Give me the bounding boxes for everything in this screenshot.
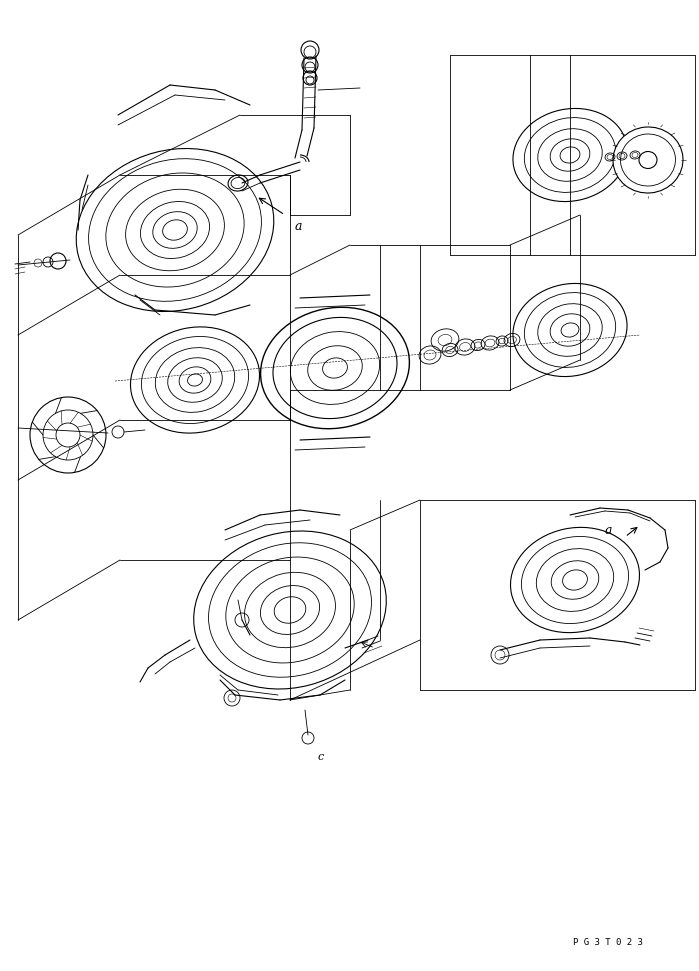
Text: a: a: [605, 523, 612, 537]
Text: c: c: [318, 752, 324, 762]
Ellipse shape: [613, 127, 683, 193]
Text: P G 3 T 0 2 3: P G 3 T 0 2 3: [573, 938, 643, 947]
Text: a: a: [295, 220, 303, 233]
